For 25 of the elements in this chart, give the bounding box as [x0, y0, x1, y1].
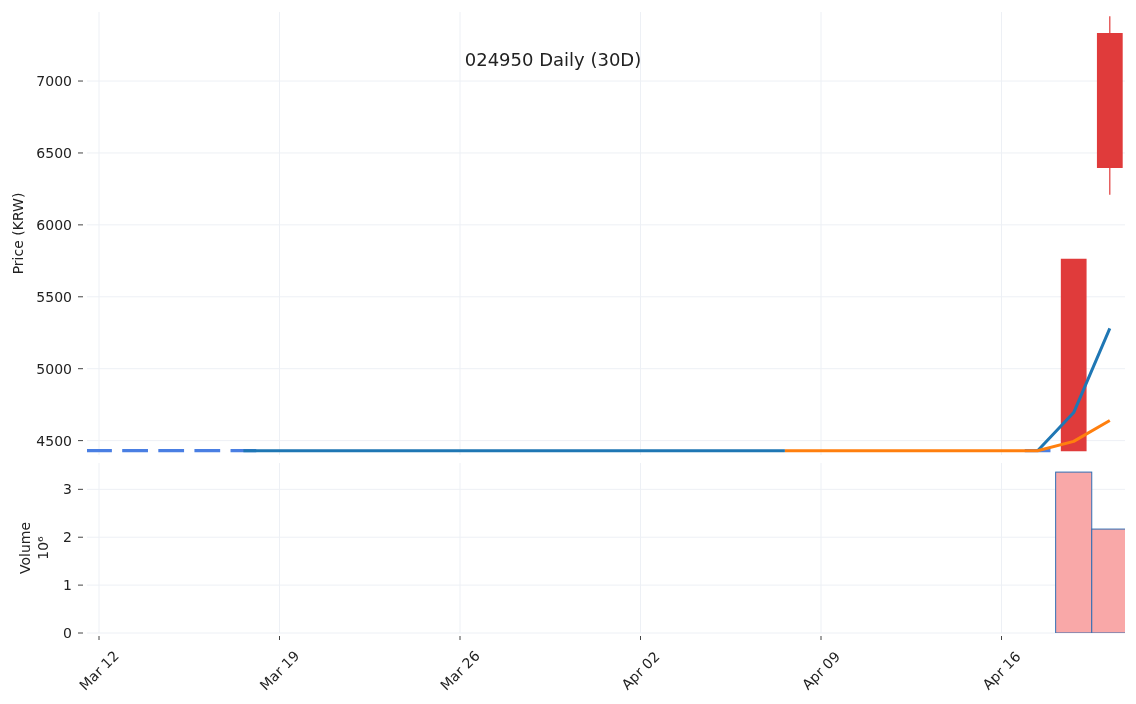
x-tick-label: Mar 26 [437, 647, 483, 694]
y-tick-label: 5500 [36, 288, 72, 305]
candlestick [1096, 15, 1123, 196]
candlestick [122, 449, 148, 453]
y-tick-label: 6500 [36, 144, 72, 161]
x-tick-label: Apr 02 [618, 648, 663, 693]
y-tick-label: 4500 [36, 432, 72, 449]
y-tick-label: 2 [63, 529, 72, 546]
candlestick [87, 449, 112, 453]
y-tick-label: 5000 [36, 360, 72, 377]
x-tick-label: Mar 12 [76, 647, 122, 694]
y-axis-title: Volume 10⁶ [17, 521, 51, 575]
y-tick-label: 0 [63, 624, 72, 641]
text: 024950 Daily (30D) [464, 49, 642, 70]
y-tick-label: 6000 [36, 216, 72, 233]
candlestick [194, 449, 221, 453]
y-tick-label: 7000 [36, 72, 72, 89]
y-axis-title: Price (KRW) [10, 192, 26, 275]
y-tick-label: 1 [63, 577, 72, 594]
candlestick [1060, 258, 1087, 452]
x-tick-label: Apr 09 [798, 648, 844, 693]
y-tick-label: 3 [63, 481, 72, 498]
x-tick-label: Mar 19 [256, 647, 303, 694]
x-tick-label: Apr 16 [979, 648, 1024, 693]
candlestick [158, 449, 185, 453]
